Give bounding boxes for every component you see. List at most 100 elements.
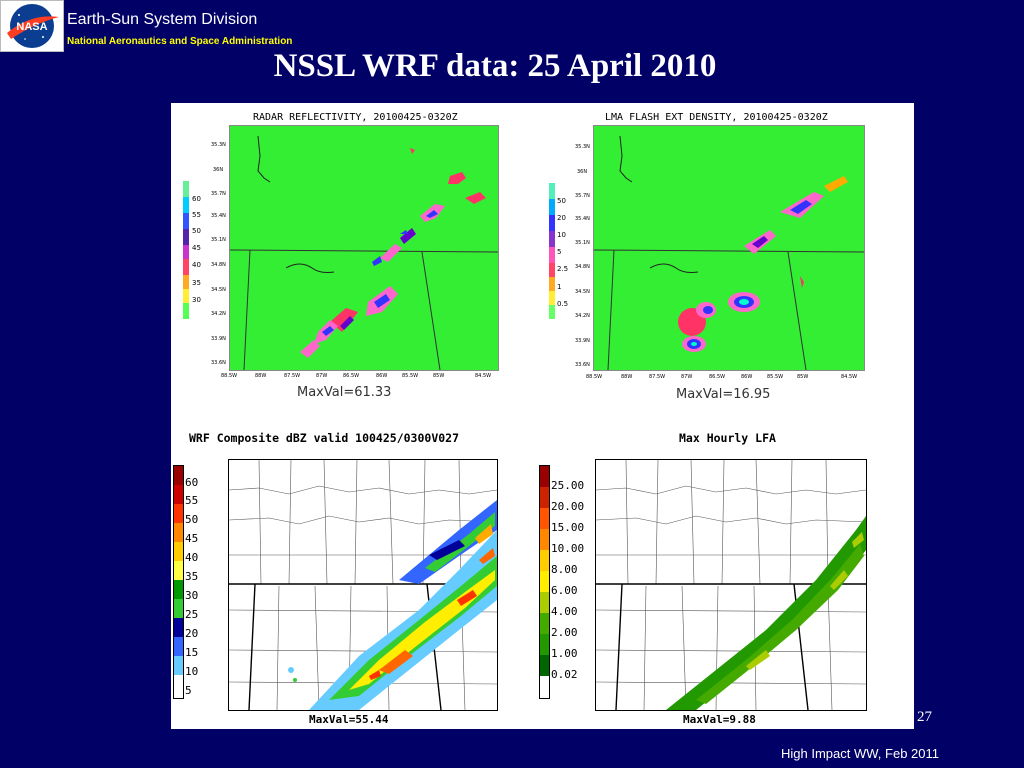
lon-tick-label: 85.5W — [402, 373, 419, 379]
wrf-lfa-cbar-label: 8.00 — [551, 563, 578, 576]
lat-tick-label: 34.2N — [211, 311, 226, 317]
lon-tick-label: 85.5W — [767, 374, 784, 380]
agency-name: National Aeronautics and Space Administr… — [67, 36, 293, 47]
nasa-meatball-icon: NASA — [7, 4, 59, 48]
lma-cbar-label: 20 — [557, 214, 566, 222]
lon-tick-label: 87.5W — [649, 374, 666, 380]
wrf-lfa-cbar-label: 10.00 — [551, 542, 585, 555]
lma-cbar-label: 0.5 — [557, 300, 569, 308]
lat-tick-label: 33.9N — [211, 336, 226, 342]
wrf-lfa-maxval: MaxVal=9.88 — [683, 713, 756, 726]
radar-cbar-label: 40 — [192, 261, 201, 269]
radar-cbar-label: 55 — [192, 211, 201, 219]
lat-tick-label: 34.2N — [575, 313, 590, 319]
division-name: Earth-Sun System Division — [67, 11, 258, 28]
lon-tick-label: 87.5W — [284, 373, 301, 379]
wrf-lfa-cbar-label: 15.00 — [551, 521, 585, 534]
lat-tick-label: 36N — [577, 169, 588, 175]
lma-map — [593, 125, 865, 371]
footer-text: High Impact WW, Feb 2011 — [781, 746, 939, 761]
lma-panel-title: LMA FLASH EXT DENSITY, 20100425-0320Z — [605, 112, 828, 123]
lon-tick-label: 85W — [433, 373, 445, 379]
lon-tick-label: 88.5W — [586, 374, 603, 380]
lon-tick-label: 87W — [681, 374, 693, 380]
radar-cbar-label: 35 — [192, 279, 201, 287]
radar-echo-cells — [300, 148, 486, 358]
lon-tick-label: 86.5W — [343, 373, 360, 379]
lon-tick-label: 84.5W — [475, 373, 492, 379]
radar-cbar-label: 50 — [192, 227, 201, 235]
wrf-dbz-cbar-label: 15 — [185, 646, 199, 659]
lat-tick-label: 34.8N — [575, 264, 590, 270]
wrf-lfa-map — [595, 459, 867, 711]
radar-cbar-label: 60 — [192, 195, 201, 203]
wrf-dbz-cbar-label: 50 — [185, 513, 199, 526]
lat-tick-label: 35.1N — [211, 237, 226, 243]
lma-cbar-label: 1 — [557, 283, 562, 291]
lon-tick-label: 85W — [797, 374, 809, 380]
wrf-dbz-cbar-label: 35 — [185, 570, 199, 583]
lon-tick-label: 88W — [255, 373, 267, 379]
lma-density-panel: LMA FLASH EXT DENSITY, 20100425-0320Z 50… — [541, 103, 914, 423]
lat-tick-label: 35.7N — [575, 193, 590, 199]
lat-tick-label: 34.5N — [575, 289, 590, 295]
wrf-dbz-cbar-label: 25 — [185, 608, 199, 621]
wrf-dbz-map — [228, 459, 498, 711]
radar-colorbar — [183, 181, 189, 319]
slide-title: NSSL WRF data: 25 April 2010 — [273, 48, 717, 84]
lon-tick-label: 86W — [741, 374, 753, 380]
wrf-dbz-cbar-label: 5 — [185, 684, 192, 697]
lma-cbar-label: 50 — [557, 197, 566, 205]
lma-cbar-label: 10 — [557, 231, 566, 239]
lon-tick-label: 86W — [376, 373, 388, 379]
radar-cbar-label: 45 — [192, 244, 201, 252]
lat-tick-label: 35.4N — [211, 213, 226, 219]
lon-tick-label: 88W — [621, 374, 633, 380]
lat-tick-label: 34.5N — [211, 287, 226, 293]
wrf-dbz-panel: WRF Composite dBZ valid 100425/0300V027 … — [171, 423, 541, 729]
wrf-lfa-cbar-label: 25.00 — [551, 479, 585, 492]
wrf-lfa-cbar-label: 6.00 — [551, 584, 578, 597]
wrf-dbz-cbar-label: 20 — [185, 627, 199, 640]
wrf-lfa-cbar-label: 1.00 — [551, 647, 578, 660]
lma-maxval: MaxVal=16.95 — [676, 387, 771, 402]
lat-tick-label: 34.8N — [211, 262, 226, 268]
wrf-lfa-colorbar — [539, 465, 550, 699]
lat-tick-label: 36N — [213, 167, 224, 173]
wrf-dbz-cbar-label: 40 — [185, 551, 199, 564]
lat-tick-label: 33.6N — [575, 362, 590, 368]
lat-tick-label: 33.6N — [211, 360, 226, 366]
wrf-dbz-colorbar — [173, 465, 184, 699]
lon-tick-label: 88.5W — [221, 373, 238, 379]
wrf-lfa-panel: Max Hourly LFA 25.00 20.00 15.00 10.00 8… — [539, 423, 914, 729]
wrf-dbz-precip — [288, 500, 497, 710]
wrf-dbz-maxval: MaxVal=55.44 — [309, 713, 389, 726]
radar-panel-title: RADAR REFLECTIVITY, 20100425-0320Z — [253, 112, 458, 123]
wrf-lfa-cbar-label: 2.00 — [551, 626, 578, 639]
lat-tick-label: 35.3N — [575, 144, 590, 150]
lat-tick-label: 35.7N — [211, 191, 226, 197]
radar-cbar-label: 30 — [192, 296, 201, 304]
lon-tick-label: 84.5W — [841, 374, 858, 380]
wrf-dbz-cbar-label: 55 — [185, 494, 199, 507]
wrf-dbz-cbar-label: 60 — [185, 476, 199, 489]
lon-tick-label: 86.5W — [709, 374, 726, 380]
wrf-lfa-panel-title: Max Hourly LFA — [679, 431, 776, 445]
lma-cbar-label: 2.5 — [557, 265, 569, 273]
radar-map — [229, 125, 499, 371]
radar-maxval: MaxVal=61.33 — [297, 385, 392, 400]
wrf-dbz-panel-title: WRF Composite dBZ valid 100425/0300V027 — [189, 431, 460, 445]
page-number: 27 — [917, 709, 932, 725]
lat-tick-label: 35.3N — [211, 142, 226, 148]
lma-density-cells — [678, 176, 848, 352]
radar-reflectivity-panel: RADAR REFLECTIVITY, 20100425-0320Z 60 55… — [171, 103, 541, 423]
wrf-lfa-cbar-label: 4.00 — [551, 605, 578, 618]
lat-tick-label: 35.4N — [575, 216, 590, 222]
lma-cbar-label: 5 — [557, 248, 562, 256]
wrf-dbz-cbar-label: 10 — [185, 665, 199, 678]
logo-text: NASA — [16, 21, 47, 33]
lon-tick-label: 87W — [316, 373, 328, 379]
wrf-dbz-cbar-label: 45 — [185, 532, 199, 545]
lat-tick-label: 33.9N — [575, 338, 590, 344]
